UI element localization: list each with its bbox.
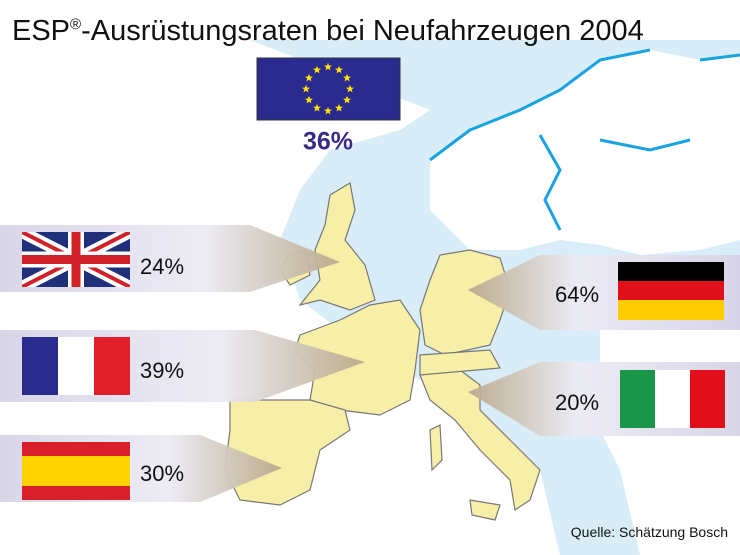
country-uk xyxy=(298,182,376,311)
flag-germany xyxy=(618,262,724,320)
eu-stars xyxy=(302,62,354,115)
island xyxy=(469,499,501,521)
title-rest: -Ausrüstungsraten bei Neufahrzeugen 2004 xyxy=(81,15,644,47)
eu-rate: 36% xyxy=(303,128,353,156)
flag-france xyxy=(22,337,130,395)
eu-star xyxy=(304,95,313,104)
eu-star xyxy=(335,65,343,74)
land xyxy=(430,50,740,255)
eu-star xyxy=(313,65,321,74)
eu-star xyxy=(302,84,310,93)
eu-star xyxy=(335,103,343,112)
eu-star xyxy=(346,84,354,93)
eu-star xyxy=(324,106,332,115)
rate-label: 64% xyxy=(555,282,599,307)
country-germany xyxy=(419,249,511,356)
country-spain xyxy=(224,399,351,506)
island xyxy=(429,424,443,472)
country-alps xyxy=(419,349,501,376)
rate-label: 20% xyxy=(555,390,599,415)
eu-star xyxy=(343,95,352,104)
rate-label: 30% xyxy=(140,461,184,486)
eu-star xyxy=(343,73,352,82)
coast xyxy=(429,48,740,231)
flag-spain xyxy=(22,442,130,500)
title-superscript: ® xyxy=(70,16,81,33)
rate-label: 24% xyxy=(140,254,184,279)
flag-uk xyxy=(22,232,130,287)
eu-star xyxy=(313,103,321,112)
eu-star xyxy=(304,73,313,82)
title: ESP®-Ausrüstungsraten bei Neufahrzeugen … xyxy=(12,15,644,47)
flag-italy xyxy=(620,370,725,428)
eu-star xyxy=(324,62,332,71)
country-italy xyxy=(419,369,541,512)
rate-label: 39% xyxy=(140,358,184,383)
source: Quelle: Schätzung Bosch xyxy=(571,524,728,540)
title-prefix: ESP xyxy=(12,15,70,47)
